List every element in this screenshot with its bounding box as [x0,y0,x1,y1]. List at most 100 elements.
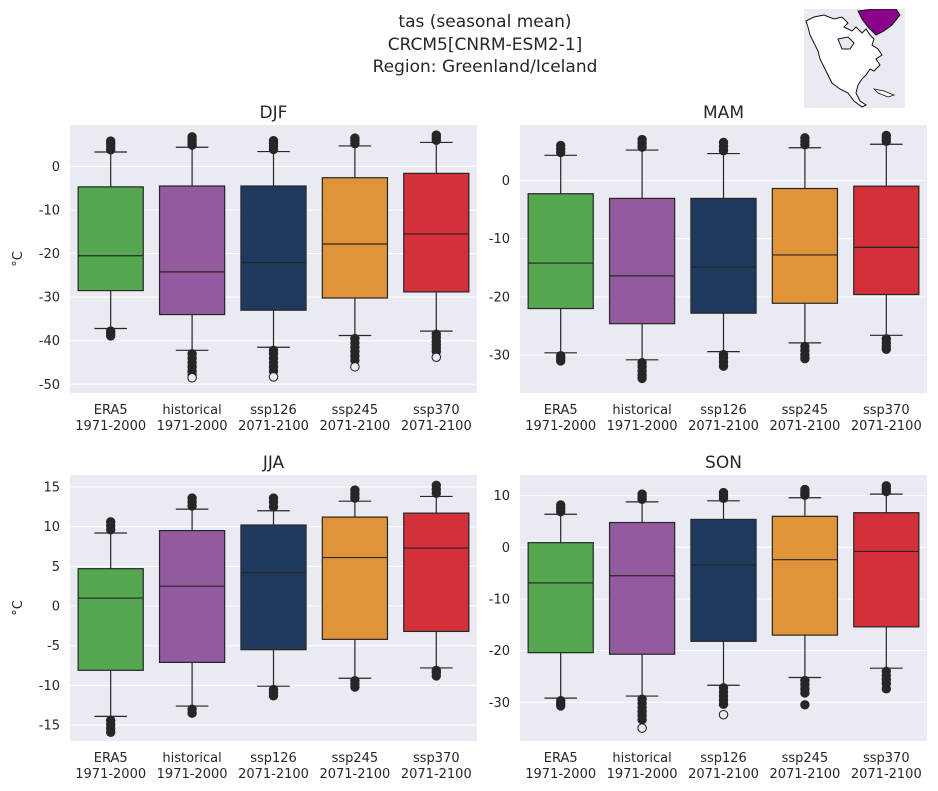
outlier-point [106,331,116,341]
box-ssp126 [690,137,757,371]
outlier-point [637,134,647,145]
figure-title-line-3: Region: Greenland/Iceland [372,57,598,77]
outlier-point [637,489,647,499]
panel-jja: 151050-5-10-15JJA°CERA51971-2000historic… [11,453,477,782]
x-tick-label-name: ssp126 [250,403,297,418]
box-historical [608,134,676,384]
y-tick-label: -10 [489,232,510,247]
outlier-point [881,481,891,491]
box-iqr [853,185,920,296]
panel-son: 100-10-20-30SONERA51971-2000historical19… [489,453,927,782]
panel-djf: 0-10-20-30-40-50DJF°CERA51971-2000histor… [11,103,477,434]
x-tick-label-period: 1971-2000 [525,767,596,782]
outlier-point-open [350,362,360,372]
outlier-point [556,500,566,510]
x-tick-label-period: 2071-2100 [401,419,472,434]
outlier-point-open [187,373,197,383]
box-iqr [158,185,226,316]
box-ERA5 [527,140,594,366]
x-tick-label-period: 1971-2000 [75,419,146,434]
outlier-point [268,493,279,503]
box-ERA5 [77,517,144,737]
x-tick-label-name: ERA5 [544,751,578,766]
box-iqr [527,542,594,654]
y-tick-label: 15 [43,480,60,495]
box-iqr [403,172,470,293]
outlier-point [881,344,891,355]
x-tick-label-name: ssp126 [250,751,297,766]
y-tick-label: -20 [489,290,510,305]
x-tick-label-period: 2071-2100 [769,419,840,434]
outlier-point [106,517,116,527]
inset-hudson-bay [837,36,855,50]
x-tick-label-name: ssp370 [413,403,460,418]
outlier-point [556,140,566,151]
x-tick-label-period: 2071-2100 [688,419,759,434]
x-tick-label-period: 1971-2000 [607,419,678,434]
y-tick-label: 0 [502,174,510,189]
x-tick-label-period: 1971-2000 [607,767,678,782]
x-tick-label-period: 2071-2100 [851,419,922,434]
outlier-point [106,727,116,737]
x-tick-label-period: 1971-2000 [157,419,228,434]
box-ERA5 [527,500,594,711]
x-tick-label-name: ssp245 [332,751,379,766]
outlier-point [800,353,810,364]
x-tick-label-name: ssp370 [413,751,460,766]
box-iqr [771,187,839,304]
y-axis-label: °C [11,600,26,616]
outlier-point [718,361,729,371]
box-iqr [77,186,144,292]
x-tick-label-name: historical [612,751,671,766]
x-tick-label-period: 2071-2100 [688,767,759,782]
outlier-point [187,132,197,142]
x-tick-label-name: ERA5 [544,403,578,418]
inset-caribbean [872,88,896,98]
box-iqr [608,197,676,325]
north-america-locator-map-icon [804,9,905,108]
y-tick-label: -40 [39,334,60,349]
x-tick-label-name: ssp370 [863,751,910,766]
x-tick-label-period: 2071-2100 [238,419,309,434]
x-tick-label-name: ssp370 [863,403,910,418]
figure-title-line-1: tas (seasonal mean) [398,12,572,32]
box-iqr [158,529,226,663]
outlier-point [350,133,360,143]
outlier-point [431,130,441,140]
outlier-point-open [268,372,279,382]
x-tick-label-name: ssp126 [700,751,747,766]
x-tick-label-name: historical [162,751,221,766]
panel-mam: 0-10-20-30MAMERA51971-2000historical1971… [489,103,927,434]
x-tick-label-period: 1971-2000 [75,767,146,782]
outlier-point-open [431,352,441,362]
box-ssp370 [853,130,920,355]
panel-title: MAM [703,103,744,123]
x-tick-label-name: ERA5 [94,403,128,418]
y-tick-label: -15 [39,719,60,734]
x-tick-label-name: ssp126 [700,403,747,418]
outlier-point [106,136,116,146]
x-tick-label-period: 2071-2100 [401,767,472,782]
box-ssp245 [321,133,389,372]
box-iqr [608,521,676,655]
outlier-point [881,684,891,694]
box-ssp126 [690,487,757,720]
box-iqr [403,512,470,633]
y-tick-label: 5 [52,560,60,575]
x-tick-label-period: 2071-2100 [319,767,390,782]
y-tick-label: 0 [502,541,510,556]
box-ssp370 [403,130,470,362]
outlier-point [187,493,197,503]
box-historical [608,489,676,733]
y-tick-label: -20 [489,644,510,659]
outlier-point [718,137,729,148]
box-iqr [321,177,389,299]
y-tick-label: -50 [39,378,60,393]
outlier-point [800,484,810,495]
outlier-point [800,133,810,143]
x-tick-label-period: 2071-2100 [851,767,922,782]
inset-greenland-region [857,9,901,36]
panel-title: SON [705,453,742,473]
y-tick-label: -20 [39,247,60,262]
